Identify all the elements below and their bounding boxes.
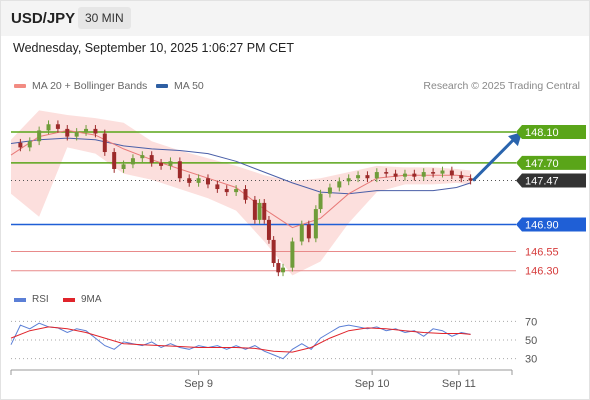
candle-body xyxy=(149,155,154,163)
candle-body xyxy=(18,142,23,148)
ma20-line xyxy=(10,129,471,229)
level-label-146.90: 146.90 xyxy=(525,219,559,231)
candle-body xyxy=(431,172,436,174)
candle-body xyxy=(55,124,60,129)
rsi-9ma-line xyxy=(10,326,471,353)
candle-body xyxy=(65,128,70,137)
timeframe-button[interactable]: 30 MIN xyxy=(78,7,131,29)
candle-body xyxy=(159,162,164,166)
candle-body xyxy=(365,175,370,179)
candle-body xyxy=(224,189,229,193)
candle-body xyxy=(346,178,351,182)
candle-body xyxy=(112,152,117,169)
candle-body xyxy=(74,131,79,137)
candle-body xyxy=(299,224,304,242)
candle-body xyxy=(313,209,318,239)
timestamp: Wednesday, September 10, 2025 1:06:27 PM… xyxy=(13,41,294,55)
candle-body xyxy=(384,172,389,174)
candle-body xyxy=(276,263,281,273)
x-axis-label: Sep 10 xyxy=(355,378,390,390)
candle-body xyxy=(412,173,417,177)
level-label-146.30: 146.30 xyxy=(525,266,559,278)
level-tag-147.47 xyxy=(516,173,586,188)
legend-swatch-ma20 xyxy=(14,84,26,88)
level-label-148.10: 148.10 xyxy=(525,127,559,139)
candle-body xyxy=(130,158,135,165)
x-axis-label: Sep 11 xyxy=(442,378,476,390)
chart-header: USD/JPY 30 MIN xyxy=(0,0,590,36)
legend-label-ma20: MA 20 + Bollinger Bands xyxy=(32,80,148,92)
legend-ma20: MA 20 + Bollinger Bands xyxy=(14,80,147,92)
candle-body xyxy=(140,155,145,159)
candle-body xyxy=(215,184,220,190)
ma50-line xyxy=(10,137,471,195)
candle-body xyxy=(234,189,239,193)
candle-body xyxy=(252,199,257,220)
candle-body xyxy=(468,178,473,181)
forecast-arrow-head xyxy=(508,131,523,147)
candle-body xyxy=(257,202,262,220)
level-tag-147.70 xyxy=(516,155,586,170)
legend-rsi: RSI xyxy=(14,294,49,305)
level-label-146.55: 146.55 xyxy=(525,246,559,258)
candle-body xyxy=(196,178,201,183)
rsi-tick-30: 30 xyxy=(525,354,537,366)
currency-pair-title[interactable]: USD/JPY xyxy=(11,10,76,27)
candle-body xyxy=(421,172,426,177)
candle-body xyxy=(84,128,89,132)
candle-body xyxy=(281,267,286,273)
candle-body xyxy=(327,187,332,194)
rsi-tick-70: 70 xyxy=(525,316,537,328)
candle-body xyxy=(27,141,32,148)
candle-body xyxy=(37,130,42,142)
legend-ma50: MA 50 xyxy=(156,80,204,92)
candle-body xyxy=(121,164,126,169)
legend-swatch-rsi xyxy=(14,297,26,302)
legend-9ma: 9MA xyxy=(63,294,102,305)
level-tag-146.90 xyxy=(516,217,586,232)
candle-body xyxy=(402,173,407,177)
forecast-arrow-shaft xyxy=(471,136,517,182)
legend-label-ma50: MA 50 xyxy=(174,80,204,92)
candle-body xyxy=(306,224,311,239)
candle-body xyxy=(440,170,445,174)
candle-body xyxy=(374,172,379,179)
legend-swatch-9ma xyxy=(63,297,75,302)
candle-body xyxy=(356,175,361,179)
rsi-line xyxy=(10,322,471,360)
legend-label-rsi: RSI xyxy=(32,294,49,305)
candle-body xyxy=(46,124,51,131)
candle-body xyxy=(243,189,248,200)
x-axis-label: Sep 9 xyxy=(184,378,213,390)
level-label-147.70: 147.70 xyxy=(525,158,559,170)
level-label-147.47: 147.47 xyxy=(525,176,559,188)
research-credit: Research © 2025 Trading Central xyxy=(423,80,580,92)
legend-label-9ma: 9MA xyxy=(81,294,102,305)
candle-body xyxy=(102,133,107,153)
candle-body xyxy=(177,161,182,179)
candle-body xyxy=(168,161,173,166)
level-tag-148.10 xyxy=(516,124,586,139)
candle-body xyxy=(187,178,192,183)
rsi-tick-50: 50 xyxy=(525,335,537,347)
candle-body xyxy=(271,239,276,264)
bollinger-band-area xyxy=(11,110,471,276)
candle-body xyxy=(459,175,464,179)
candle-body xyxy=(93,128,98,134)
legend-swatch-ma50 xyxy=(156,84,168,88)
candle-body xyxy=(318,193,323,210)
candle-body xyxy=(393,173,398,177)
candle-body xyxy=(266,219,271,240)
candle-body xyxy=(290,241,295,268)
candle-body xyxy=(337,181,342,188)
candle-body xyxy=(262,202,267,220)
candle-body xyxy=(449,170,454,176)
candle-body xyxy=(205,178,210,185)
